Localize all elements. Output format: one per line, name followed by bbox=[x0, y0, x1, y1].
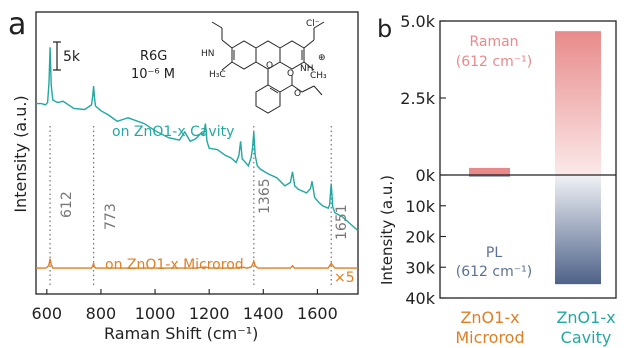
y-tick-label-lower-0: 10k bbox=[405, 197, 435, 216]
svg-text:O: O bbox=[294, 89, 301, 99]
x-tick-label-1000: 1000 bbox=[135, 304, 176, 323]
category-label-microrod-line1: ZnO1-x bbox=[460, 308, 519, 327]
r6g-structure-atoms: HN NH Cl⁻ H₃C CH₃ O O O ⊕ bbox=[201, 19, 327, 99]
raman-bar-microrod bbox=[469, 167, 510, 175]
category-label-cavity-line1: ZnO1-x bbox=[556, 308, 615, 327]
series-label-cavity: on ZnO1-x Cavity bbox=[112, 124, 234, 140]
raman-axis-label-line1: Raman bbox=[469, 34, 518, 50]
y-axis-ticks-b: 0k 2.5k 5.0k 10k 20k 30k 40k bbox=[400, 12, 446, 308]
series-label-microrod: on ZnO1-x Microrod bbox=[105, 257, 244, 273]
y-axis-label-b: Intensity (a.u.) bbox=[378, 175, 396, 285]
panel-a-frame bbox=[35, 11, 359, 295]
peak-label-1365: 1365 bbox=[257, 178, 273, 214]
svg-text:HN: HN bbox=[201, 49, 215, 59]
svg-text:⊕: ⊕ bbox=[318, 53, 326, 63]
pl-bar-cavity bbox=[555, 175, 601, 285]
r6g-structure-image bbox=[211, 21, 325, 114]
raman-bar-cavity bbox=[555, 31, 601, 175]
multiplier-label: ×5 bbox=[334, 270, 355, 286]
svg-text:CH₃: CH₃ bbox=[310, 71, 327, 81]
y-tick-label-lower-3: 40k bbox=[405, 289, 435, 308]
y-axis-label-a: Intensity (a.u.) bbox=[11, 95, 30, 212]
x-axis-label-a: Raman Shift (cm⁻¹) bbox=[104, 324, 258, 343]
y-tick-label-upper-0: 0k bbox=[416, 166, 436, 185]
analyte-name: R6G bbox=[140, 49, 167, 64]
panel-b-letter: b bbox=[377, 15, 392, 43]
svg-text:NH: NH bbox=[300, 64, 314, 74]
panel-b-frame bbox=[439, 20, 617, 299]
peak-label-612: 612 bbox=[59, 191, 75, 218]
x-tick-label-800: 800 bbox=[86, 304, 117, 323]
panel-b: b 0k 2.5k 5.0k 10k 20k 30k 40k Raman (612 cm⁻¹… bbox=[377, 12, 617, 347]
svg-text:Cl⁻: Cl⁻ bbox=[306, 19, 320, 29]
svg-text:H₃C: H₃C bbox=[209, 70, 226, 80]
svg-text:O: O bbox=[266, 61, 273, 71]
category-label-microrod-line2: Microrod bbox=[455, 328, 524, 347]
pl-bar-microrod bbox=[469, 175, 510, 177]
y-tick-label-upper-2: 5.0k bbox=[400, 12, 435, 31]
scale-bar: 5k bbox=[53, 41, 81, 71]
series-line-cavity bbox=[36, 47, 359, 232]
x-tick-label-1600: 1600 bbox=[297, 304, 338, 323]
panel-a-letter: a bbox=[8, 7, 26, 42]
category-label-cavity-line2: Cavity bbox=[561, 328, 612, 347]
peak-label-773: 773 bbox=[103, 203, 119, 230]
y-tick-label-upper-1: 2.5k bbox=[400, 89, 435, 108]
x-tick-label-600: 600 bbox=[32, 304, 63, 323]
pl-axis-label-line1: PL bbox=[486, 245, 502, 261]
peak-label-1651: 1651 bbox=[334, 204, 350, 240]
analyte-concentration: 10⁻⁶ M bbox=[131, 67, 175, 82]
raman-axis-label-line2: (612 cm⁻¹) bbox=[456, 54, 532, 70]
x-tick-label-1400: 1400 bbox=[243, 304, 284, 323]
y-tick-label-lower-2: 30k bbox=[405, 258, 435, 277]
panel-a: a 5k R6G 10⁻⁶ M bbox=[8, 7, 359, 343]
pl-axis-label-line2: (612 cm⁻¹) bbox=[456, 264, 532, 280]
svg-text:O: O bbox=[287, 69, 294, 79]
x-tick-label-1200: 1200 bbox=[189, 304, 230, 323]
scale-bar-label: 5k bbox=[63, 49, 81, 65]
series-line-microrod bbox=[36, 258, 358, 269]
x-axis-ticks-a: 600 800 1000 1200 1400 1600 bbox=[32, 289, 338, 323]
y-tick-label-lower-1: 20k bbox=[405, 228, 435, 247]
